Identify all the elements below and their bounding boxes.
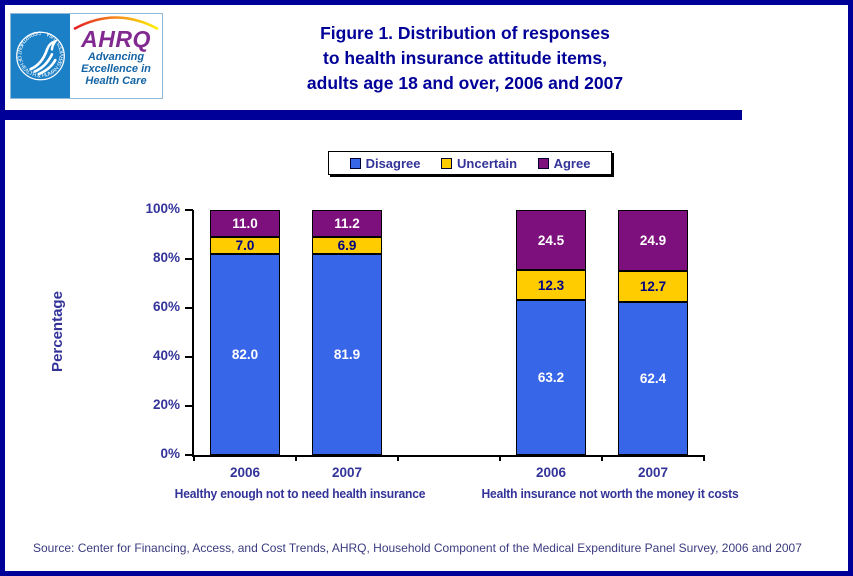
bar-segment-uncertain: 6.9 xyxy=(312,237,382,255)
bar-value-label: 24.9 xyxy=(639,233,667,249)
group-caption-1: Healthy enough not to need health insura… xyxy=(174,486,426,501)
y-tick-label: 80% xyxy=(152,250,180,265)
y-tick-label: 0% xyxy=(160,446,180,461)
bar-segment-uncertain: 12.7 xyxy=(618,271,688,303)
plot-area: 0% 20% 40% 60% 80% 100% 82.0 7.0 11.0 2006 81.9 6.9… xyxy=(145,201,705,480)
y-tick-mark xyxy=(185,454,193,456)
bar-value-label: 63.2 xyxy=(537,370,565,386)
y-tick-label: 100% xyxy=(145,201,180,216)
bar-segment-agree: 24.5 xyxy=(516,210,586,271)
x-category-label: 2006 xyxy=(535,465,567,480)
bar-value-label: 82.0 xyxy=(231,347,259,363)
tagline-line: Excellence in xyxy=(81,63,151,75)
tagline-line: Health Care xyxy=(85,75,147,87)
bar-value-label: 7.0 xyxy=(235,238,255,254)
hhs-eagle-icon: DEPARTMENT OF HEALTH & HUMAN SERVICES • … xyxy=(15,29,66,81)
legend-label: Uncertain xyxy=(457,155,518,171)
bar-segment-disagree: 63.2 xyxy=(516,300,586,455)
x-category-label: 2006 xyxy=(229,465,261,480)
bar-segment-uncertain: 12.3 xyxy=(516,270,586,301)
y-tick-mark xyxy=(185,356,193,358)
chart-legend: Disagree Uncertain Agree xyxy=(328,151,612,175)
bar-segment-disagree: 82.0 xyxy=(210,254,280,455)
ahrq-wordmark: AHRQ xyxy=(81,26,151,52)
legend-item-uncertain: Uncertain xyxy=(441,156,517,171)
y-tick-mark xyxy=(185,209,193,211)
x-tick-mark xyxy=(295,455,297,461)
x-category-label: 2007 xyxy=(331,465,363,480)
source-note: Source: Center for Financing, Access, an… xyxy=(33,541,802,555)
y-tick-label: 40% xyxy=(152,348,180,363)
ahrq-tagline: Advancing Excellence in Health Care xyxy=(81,51,151,87)
agree-swatch-icon xyxy=(537,157,549,169)
x-tick-mark xyxy=(601,455,603,461)
disagree-swatch-icon xyxy=(349,157,361,169)
bar-value-label: 11.0 xyxy=(232,215,258,231)
bar-segment-agree: 24.9 xyxy=(618,210,688,272)
tagline-line: Advancing xyxy=(87,51,145,63)
figure-title-line: adults age 18 and over, 2006 and 2007 xyxy=(306,73,624,93)
figure-title-line: Figure 1. Distribution of responses xyxy=(320,23,610,43)
uncertain-swatch-icon xyxy=(441,157,453,169)
group-caption-2: Health insurance not worth the money it … xyxy=(481,486,739,501)
y-axis-label: Percentage xyxy=(49,291,66,372)
bar-value-label: 62.4 xyxy=(639,371,667,387)
legend-item-disagree: Disagree xyxy=(349,155,421,171)
x-category-label: 2007 xyxy=(637,465,669,480)
figure-title: Figure 1. Distribution of responses to h… xyxy=(155,21,775,96)
bar-value-label: 11.2 xyxy=(334,216,360,232)
y-tick-mark xyxy=(185,307,193,309)
header-divider-bar xyxy=(5,110,742,120)
ahrq-logo-block: AHRQ Advancing Excellence in Health Care xyxy=(70,14,162,98)
x-tick-mark xyxy=(703,455,705,461)
bar-segment-disagree: 62.4 xyxy=(618,302,688,455)
bar-value-label: 24.5 xyxy=(537,232,565,248)
rainbow-arc-icon xyxy=(73,16,159,30)
ahrq-hhs-logo: DEPARTMENT OF HEALTH & HUMAN SERVICES • … xyxy=(10,13,163,99)
legend-label: Agree xyxy=(553,155,591,171)
x-tick-mark xyxy=(193,455,195,461)
y-tick-mark xyxy=(185,405,193,407)
figure-title-line: to health insurance attitude items, xyxy=(323,48,607,68)
bar-segment-agree: 11.0 xyxy=(210,210,280,237)
bar-value-label: 12.7 xyxy=(639,279,667,295)
bar-value-label: 81.9 xyxy=(333,347,361,363)
y-tick-label: 60% xyxy=(152,299,180,314)
legend-item-agree: Agree xyxy=(537,155,591,171)
bar-value-label: 6.9 xyxy=(337,238,357,254)
y-tick-label: 20% xyxy=(152,397,180,412)
legend-label: Disagree xyxy=(365,155,421,171)
y-tick-mark xyxy=(185,258,193,260)
bar-value-label: 12.3 xyxy=(537,277,565,293)
bar-segment-disagree: 81.9 xyxy=(312,254,382,455)
x-tick-mark xyxy=(397,455,399,461)
x-tick-mark xyxy=(499,455,501,461)
bar-segment-uncertain: 7.0 xyxy=(210,236,280,255)
hhs-seal: DEPARTMENT OF HEALTH & HUMAN SERVICES • … xyxy=(11,14,70,98)
bar-segment-agree: 11.2 xyxy=(312,210,382,238)
